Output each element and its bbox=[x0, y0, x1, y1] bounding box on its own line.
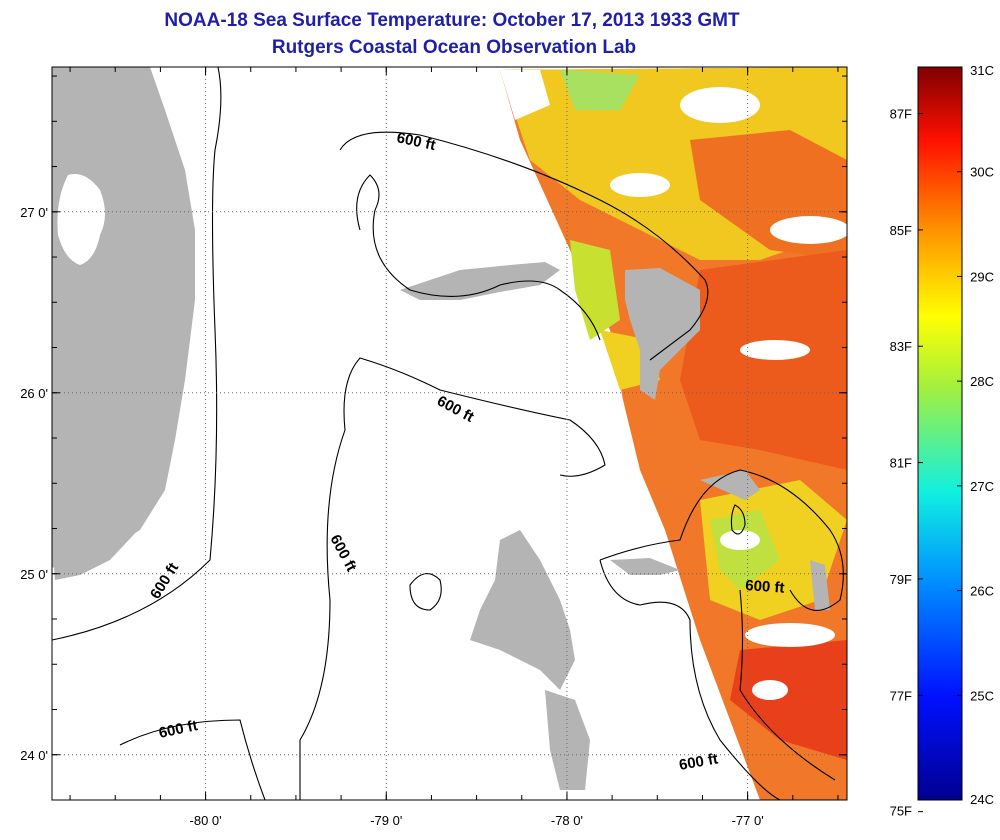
x-tick-label: -78 0' bbox=[551, 813, 583, 828]
colorbar-fahrenheit-label: 85F bbox=[890, 223, 912, 238]
map-frame bbox=[51, 66, 848, 801]
colorbar-celsius-label: 25C bbox=[970, 688, 994, 703]
map-plot-area bbox=[52, 67, 847, 800]
colorbar-celsius-label: 30C bbox=[970, 165, 994, 180]
y-tick-label: 26 0' bbox=[20, 386, 48, 401]
x-tick-label: -77 0' bbox=[732, 813, 764, 828]
colorbar-celsius-label: 28C bbox=[970, 374, 994, 389]
colorbar-fahrenheit-label: 83F bbox=[890, 339, 912, 354]
colorbar-fahrenheit-label: 77F bbox=[890, 688, 912, 703]
colorbar-fahrenheit-label: 75F bbox=[890, 804, 912, 819]
colorbar-celsius-label: 26C bbox=[970, 584, 994, 599]
map-title: NOAA-18 Sea Surface Temperature: October… bbox=[164, 10, 740, 31]
colorbar-celsius-label: 31C bbox=[970, 63, 994, 78]
colorbar-celsius-label: 29C bbox=[970, 269, 994, 284]
land-masses bbox=[52, 67, 830, 790]
x-tick-label: -80 0' bbox=[190, 813, 222, 828]
isobath-contours bbox=[52, 67, 844, 800]
map-subtitle: Rutgers Coastal Ocean Observation Lab bbox=[271, 37, 637, 58]
colorbar-gradient bbox=[917, 66, 963, 801]
y-tick-label: 27 0' bbox=[20, 205, 48, 220]
colorbar: 31C 30C 29C 28C 27C 26C 25C 24C 87F 85F 83F 81F 79F 7… bbox=[890, 63, 994, 819]
colorbar-fahrenheit-label: 87F bbox=[890, 107, 912, 122]
sst-swath bbox=[500, 67, 847, 800]
contour-label-600ft: 600 ft bbox=[745, 577, 785, 597]
colorbar-fahrenheit-label: 81F bbox=[890, 456, 912, 471]
contour-label-600ft: 600 ft bbox=[678, 750, 720, 774]
colorbar-fahrenheit-label: 79F bbox=[890, 572, 912, 587]
axis-ticks: -80 0' -79 0' -78 0' -77 0' 27 0' 26 0' 25 0' 2… bbox=[20, 67, 847, 828]
y-tick-label: 24 0' bbox=[20, 748, 48, 763]
colorbar-celsius-label: 24C bbox=[970, 792, 994, 807]
y-tick-label: 25 0' bbox=[20, 567, 48, 582]
x-tick-label: -79 0' bbox=[370, 813, 402, 828]
colorbar-celsius-label: 27C bbox=[970, 479, 994, 494]
graticule bbox=[52, 67, 847, 800]
